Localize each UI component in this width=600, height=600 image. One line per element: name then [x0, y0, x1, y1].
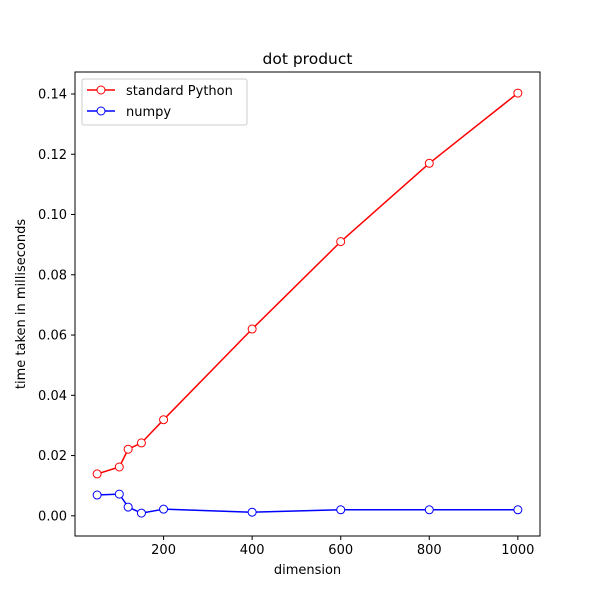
data-point-1-5	[247, 507, 257, 517]
legend-label-1: numpy	[126, 105, 171, 120]
x-tick-label-0: 200	[151, 543, 176, 558]
ticks: 200 400 600 800 1000 0.00 0.02 0.04 0.06 0.08 0.10…	[38, 87, 534, 558]
data-point-0-7	[424, 158, 434, 168]
data-point-1-8	[513, 505, 523, 515]
y-tick-label-2: 0.04	[38, 389, 67, 404]
y-tick-label-5: 0.10	[38, 208, 67, 223]
y-tick-label-6: 0.12	[38, 148, 67, 163]
y-axis-label: time taken in milliseconds	[14, 219, 29, 389]
data-point-1-2	[123, 502, 133, 512]
legend-marker-0	[96, 85, 106, 95]
data-point-0-0	[92, 469, 102, 479]
x-tick-label-4: 1000	[501, 543, 534, 558]
y-tick-label-7: 0.14	[38, 87, 67, 102]
data-point-0-2	[123, 444, 133, 454]
axes	[74, 71, 541, 537]
data-point-1-3	[136, 508, 146, 518]
data-point-1-4	[159, 504, 169, 514]
data-point-0-8	[513, 88, 523, 98]
legend-box	[81, 78, 248, 126]
x-tick-label-3: 800	[417, 543, 442, 558]
legend-label-0: standard Python	[126, 84, 233, 99]
legend: standard Python numpy	[81, 78, 248, 126]
axes-frame	[74, 71, 541, 537]
data-point-0-1	[114, 462, 124, 472]
data-point-0-5	[247, 324, 257, 334]
legend-marker-1	[96, 106, 106, 116]
y-tick-label-1: 0.02	[38, 449, 67, 464]
data-point-0-6	[336, 237, 346, 247]
data-point-1-0	[92, 490, 102, 500]
data-point-0-3	[136, 438, 146, 448]
y-tick-label-0: 0.00	[38, 509, 67, 524]
x-tick-label-1: 400	[240, 543, 265, 558]
chart-title: dot product	[263, 50, 353, 68]
y-tick-label-4: 0.08	[38, 268, 67, 283]
x-tick-label-2: 600	[328, 543, 353, 558]
plot-area	[92, 88, 523, 518]
data-point-1-1	[114, 489, 124, 499]
data-point-0-4	[159, 415, 169, 425]
x-axis-label: dimension	[274, 563, 341, 578]
y-tick-label-3: 0.06	[38, 329, 67, 344]
data-point-1-6	[336, 505, 346, 515]
data-point-1-7	[424, 505, 434, 515]
